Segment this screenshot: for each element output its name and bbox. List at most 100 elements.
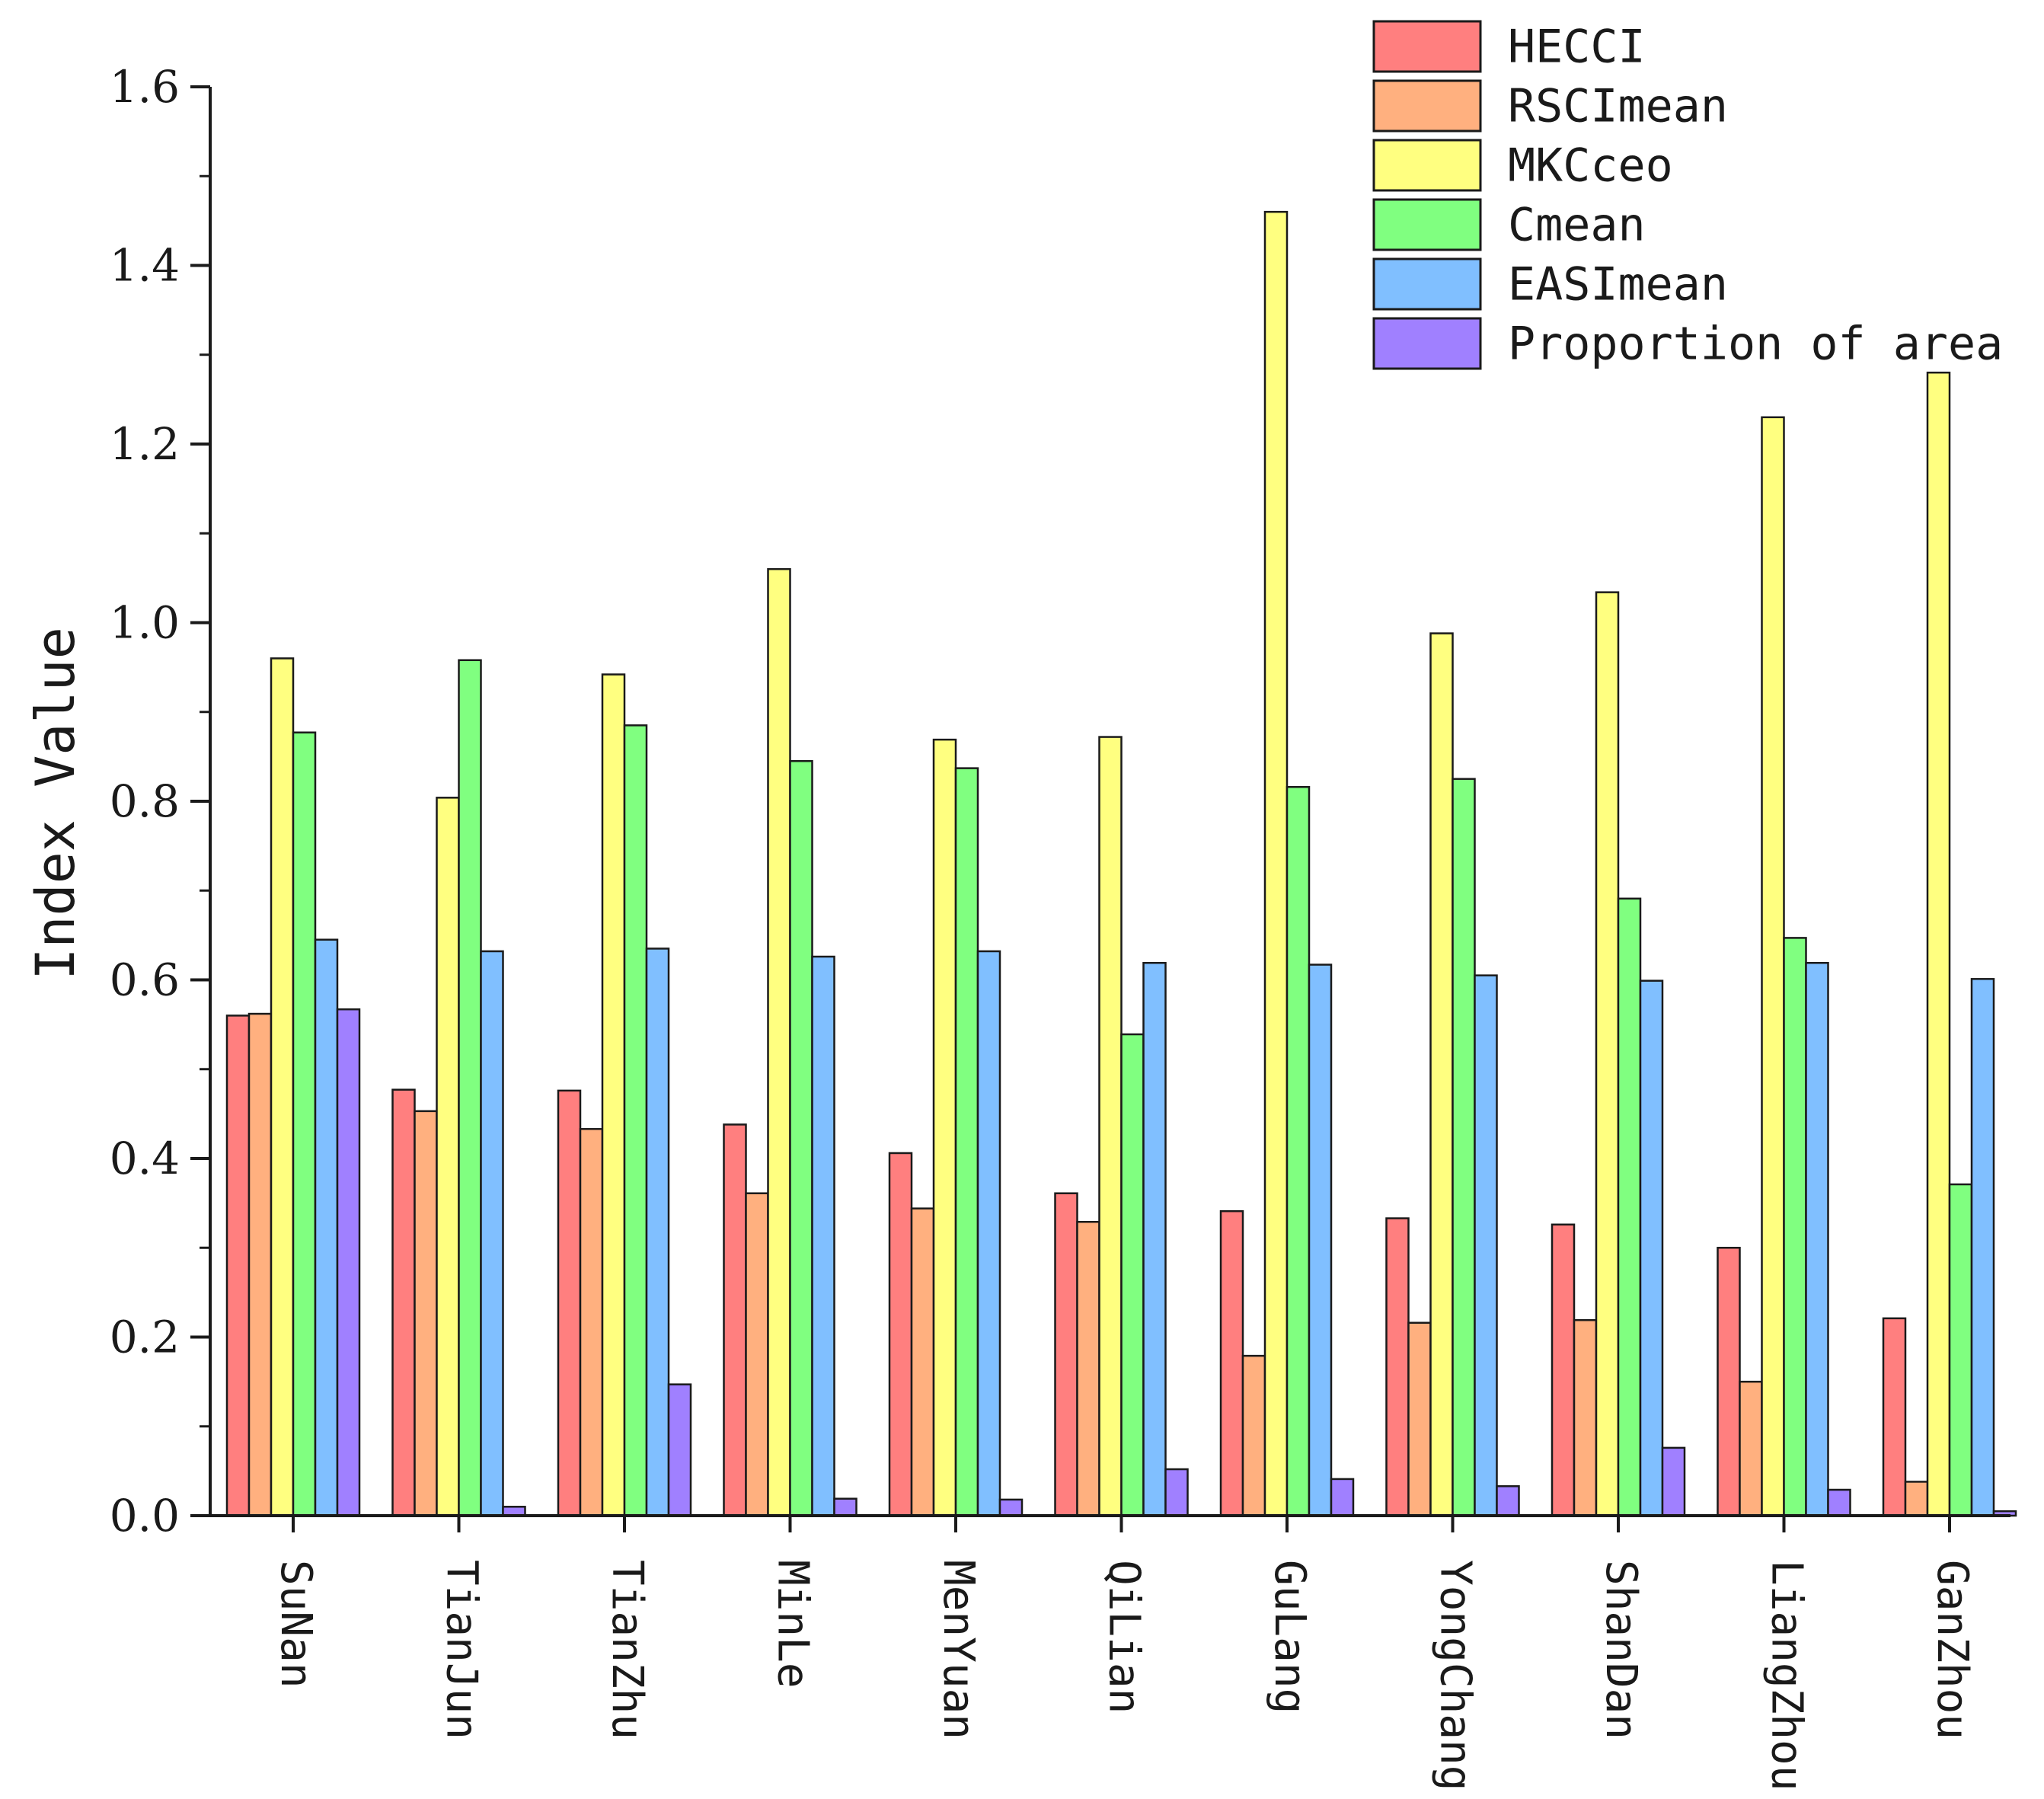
bar-TianJun-mkcceo — [436, 797, 460, 1517]
y-tick-label: 1.4 — [110, 240, 180, 292]
bar-GanZhou-mkcceo — [1926, 371, 1951, 1517]
x-tick-label: SuNan — [271, 1560, 321, 1689]
bar-YongChang-mkcceo — [1429, 632, 1454, 1517]
y-tick-label: 1.2 — [110, 418, 180, 470]
legend-label: HECCI — [1508, 21, 1646, 74]
bar-GanZhou-easimean — [1970, 978, 1995, 1517]
bar-SuNan-mkcceo — [270, 657, 295, 1517]
legend-swatch-mkcceo — [1372, 139, 1482, 192]
legend-swatch-hecci — [1372, 20, 1482, 73]
axes-layer — [190, 85, 2010, 1532]
bar-QiLian-cmean — [1120, 1033, 1145, 1517]
bar-MenYuan-easimean — [976, 950, 1001, 1517]
bar-TianJun-easimean — [480, 950, 504, 1517]
bar-GuLang-proportion-of-area — [1330, 1478, 1355, 1517]
bar-GuLang-easimean — [1308, 963, 1333, 1517]
bar-MinLe-rscimean — [745, 1192, 769, 1517]
bar-TianZhu-hecci — [557, 1089, 582, 1517]
legend-label: Cmean — [1508, 199, 1646, 252]
bar-MenYuan-rscimean — [910, 1207, 935, 1517]
bar-GanZhou-rscimean — [1904, 1481, 1929, 1517]
labels-layer: 0.0 0.2 0.4 0.6 0.8 1.0 1.2 1.4 1.6 SuNan TianJun T… — [24, 61, 1977, 1791]
bar-YongChang-proportion-of-area — [1496, 1485, 1520, 1517]
bar-YongChang-hecci — [1385, 1217, 1410, 1517]
y-tick-label: 0.8 — [110, 775, 180, 827]
bar-TianZhu-easimean — [645, 947, 670, 1517]
bar-SuNan-proportion-of-area — [336, 1008, 361, 1517]
bar-SuNan-easimean — [314, 938, 339, 1517]
bar-MinLe-cmean — [789, 759, 813, 1517]
x-tick-label: GanZhou — [1927, 1560, 1977, 1740]
bar-LiangZhou-rscimean — [1739, 1380, 1763, 1517]
bar-GanZhou-hecci — [1882, 1317, 1907, 1517]
bar-TianJun-hecci — [391, 1088, 416, 1517]
bar-YongChang-rscimean — [1407, 1321, 1432, 1517]
bar-SuNan-hecci — [225, 1015, 251, 1517]
bar-SuNan-cmean — [292, 731, 317, 1517]
bar-YongChang-easimean — [1474, 974, 1498, 1517]
legend-label: RSCImean — [1508, 80, 1728, 133]
bar-GuLang-mkcceo — [1263, 210, 1289, 1517]
y-axis-title: Index Value — [24, 627, 87, 980]
bar-MenYuan-hecci — [888, 1152, 913, 1517]
bar-GuLang-cmean — [1285, 785, 1311, 1517]
y-tick-label: 0.0 — [110, 1490, 180, 1542]
bar-MinLe-easimean — [811, 955, 835, 1517]
bar-GuLang-rscimean — [1241, 1354, 1266, 1517]
bar-TianZhu-cmean — [623, 724, 648, 1517]
y-tick-label: 1.6 — [110, 61, 180, 113]
y-tick-label: 1.0 — [110, 597, 180, 649]
x-tick-label: TianJun — [436, 1560, 486, 1740]
y-tick-label: 0.6 — [110, 954, 180, 1006]
legend-swatch-easimean — [1372, 257, 1482, 311]
bar-ShanDan-easimean — [1639, 979, 1664, 1517]
x-tick-label: TianZhu — [602, 1560, 652, 1740]
bar-MenYuan-proportion-of-area — [998, 1498, 1024, 1517]
legend-swatch-rscimean — [1372, 79, 1482, 133]
bar-MinLe-proportion-of-area — [833, 1497, 858, 1517]
bar-TianZhu-rscimean — [579, 1128, 604, 1517]
x-tick-label: LiangZhou — [1761, 1560, 1811, 1791]
x-tick-label: MinLe — [768, 1560, 817, 1689]
bar-ShanDan-mkcceo — [1595, 591, 1620, 1517]
bar-LiangZhou-mkcceo — [1761, 416, 1785, 1517]
bar-LiangZhou-hecci — [1717, 1247, 1741, 1517]
bar-TianZhu-mkcceo — [601, 673, 626, 1517]
bar-MinLe-hecci — [723, 1123, 747, 1517]
legend-label: EASImean — [1508, 258, 1728, 312]
x-tick-label: ShanDan — [1596, 1560, 1646, 1740]
bar-QiLian-rscimean — [1076, 1220, 1100, 1517]
bar-QiLian-easimean — [1142, 961, 1167, 1517]
bar-TianZhu-proportion-of-area — [667, 1383, 692, 1517]
bar-LiangZhou-cmean — [1783, 937, 1807, 1517]
bar-TianJun-cmean — [458, 659, 482, 1517]
bar-ShanDan-hecci — [1551, 1223, 1576, 1517]
bar-GanZhou-cmean — [1948, 1183, 1973, 1517]
bar-SuNan-rscimean — [248, 1012, 273, 1517]
bar-MinLe-mkcceo — [767, 567, 791, 1517]
bar-MenYuan-mkcceo — [932, 738, 957, 1517]
bar-TianJun-rscimean — [414, 1110, 438, 1517]
bar-YongChang-cmean — [1452, 778, 1476, 1517]
legend: HECCI RSCImean MKCceo Cmean EASImean Proporti… — [1372, 20, 2003, 371]
bar-ShanDan-proportion-of-area — [1661, 1446, 1686, 1517]
x-tick-label: YongChang — [1430, 1560, 1480, 1791]
legend-swatch-cmean — [1372, 198, 1482, 251]
x-tick-label: QiLian — [1099, 1560, 1148, 1714]
x-tick-label: GuLang — [1265, 1560, 1314, 1714]
y-tick-label: 0.4 — [110, 1133, 180, 1184]
bar-QiLian-mkcceo — [1098, 736, 1123, 1517]
bar-ShanDan-rscimean — [1573, 1318, 1598, 1517]
bar-GuLang-hecci — [1219, 1209, 1244, 1517]
bars-layer — [225, 210, 2017, 1517]
bar-MenYuan-cmean — [954, 767, 979, 1517]
y-tick-label: 0.2 — [110, 1312, 180, 1363]
legend-swatch-proportion-of-area — [1372, 317, 1482, 370]
bar-LiangZhou-easimean — [1805, 961, 1829, 1517]
bar-QiLian-hecci — [1054, 1192, 1078, 1517]
x-tick-label: MenYuan — [934, 1560, 983, 1740]
legend-label: Proportion of area — [1508, 318, 2003, 371]
bar-ShanDan-cmean — [1617, 897, 1642, 1517]
